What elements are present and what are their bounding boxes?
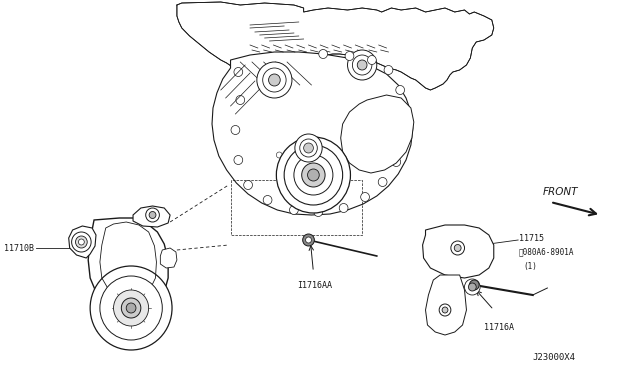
Circle shape	[289, 205, 298, 215]
Text: (1): (1)	[523, 262, 537, 270]
Text: J23000X4: J23000X4	[532, 353, 576, 362]
Text: Ⓑ080A6-8901A: Ⓑ080A6-8901A	[519, 247, 575, 257]
Text: SEC. 231: SEC. 231	[96, 326, 136, 334]
Circle shape	[451, 241, 465, 255]
Circle shape	[469, 280, 479, 290]
Polygon shape	[422, 225, 494, 278]
Circle shape	[367, 55, 376, 64]
Circle shape	[323, 152, 329, 158]
Circle shape	[400, 135, 408, 144]
Circle shape	[288, 152, 294, 158]
Text: 11715: 11715	[519, 234, 544, 243]
Circle shape	[345, 51, 354, 61]
Text: I1716AA: I1716AA	[297, 280, 332, 289]
Circle shape	[236, 96, 244, 105]
Circle shape	[308, 169, 319, 181]
Circle shape	[454, 244, 461, 251]
Circle shape	[353, 55, 372, 75]
Polygon shape	[177, 2, 494, 90]
Circle shape	[231, 125, 240, 135]
Circle shape	[301, 163, 325, 187]
Circle shape	[465, 279, 480, 295]
Circle shape	[378, 177, 387, 186]
Circle shape	[295, 134, 322, 162]
Circle shape	[339, 203, 348, 212]
Circle shape	[263, 196, 272, 205]
Circle shape	[294, 155, 333, 195]
Circle shape	[303, 143, 314, 153]
Circle shape	[79, 239, 84, 245]
Circle shape	[303, 234, 314, 246]
Polygon shape	[161, 248, 177, 268]
Circle shape	[113, 290, 148, 326]
Circle shape	[276, 152, 282, 158]
Circle shape	[306, 237, 312, 243]
Circle shape	[300, 152, 306, 158]
Circle shape	[72, 232, 91, 252]
Circle shape	[146, 208, 159, 222]
Circle shape	[442, 307, 448, 313]
Circle shape	[257, 62, 292, 98]
Circle shape	[361, 192, 369, 202]
Polygon shape	[212, 52, 413, 215]
Circle shape	[402, 110, 410, 119]
Circle shape	[357, 60, 367, 70]
Circle shape	[122, 298, 141, 318]
Text: FRONT: FRONT	[543, 187, 578, 197]
Text: 11716A: 11716A	[484, 324, 514, 333]
Polygon shape	[68, 226, 96, 258]
Circle shape	[312, 152, 317, 158]
Circle shape	[76, 236, 87, 248]
Circle shape	[392, 157, 401, 167]
Circle shape	[319, 49, 328, 58]
Circle shape	[300, 139, 317, 157]
Circle shape	[314, 208, 323, 217]
Circle shape	[234, 67, 243, 77]
Circle shape	[384, 65, 393, 74]
Circle shape	[276, 137, 351, 213]
Polygon shape	[426, 275, 467, 335]
Polygon shape	[133, 206, 170, 227]
Circle shape	[468, 283, 476, 291]
Circle shape	[396, 86, 404, 94]
Text: 11710B: 11710B	[4, 244, 33, 253]
Circle shape	[90, 266, 172, 350]
Circle shape	[348, 50, 377, 80]
Circle shape	[234, 155, 243, 164]
Circle shape	[284, 145, 342, 205]
Circle shape	[100, 276, 163, 340]
Polygon shape	[88, 218, 168, 310]
Circle shape	[126, 303, 136, 313]
Polygon shape	[340, 95, 414, 173]
Circle shape	[269, 74, 280, 86]
Circle shape	[439, 304, 451, 316]
Circle shape	[149, 212, 156, 218]
Circle shape	[335, 152, 340, 158]
Circle shape	[262, 68, 286, 92]
Circle shape	[244, 180, 252, 189]
